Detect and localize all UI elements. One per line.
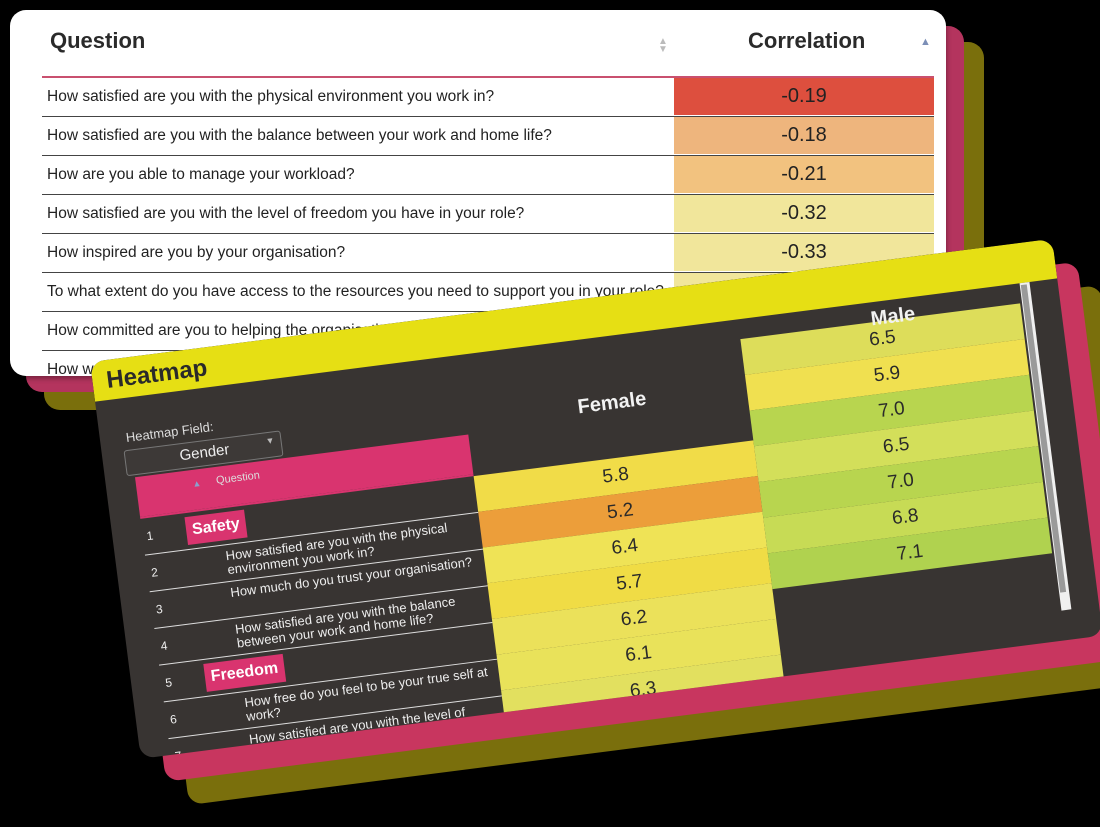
table-row[interactable]: How are you able to manage your workload… (42, 156, 934, 195)
header-divider (42, 76, 934, 78)
row-number: 5 (164, 675, 173, 690)
sort-ascending-icon[interactable]: ▲ (920, 36, 931, 48)
row-number: 6 (169, 711, 178, 727)
chevron-down-icon: ▼ (264, 435, 276, 447)
sort-ascending-icon[interactable]: ▲ (191, 477, 202, 489)
row-number: 4 (159, 638, 169, 654)
correlation-column-header[interactable]: Correlation (748, 28, 866, 53)
row-number: 2 (150, 565, 159, 580)
question-text: How satisfied are you with the balance b… (47, 127, 552, 144)
row-number: 3 (155, 601, 164, 617)
heatmap-grid: 5.8 5.2 6.4 5.7 6.2 6.1 6.3 6.5 5.9 7.0 6.5 7.0 6.8 7… (461, 303, 1062, 727)
table-row[interactable]: How inspired are you by your organisatio… (42, 234, 934, 273)
category-label: Freedom (203, 653, 286, 692)
question-text: To what extent do you have access to the… (47, 283, 664, 300)
question-text: How inspired are you by your organisatio… (47, 244, 346, 261)
table-row[interactable]: How satisfied are you with the balance b… (42, 117, 934, 156)
correlation-value-cell: -0.18 (674, 117, 934, 154)
correlation-value-cell: -0.19 (674, 78, 934, 115)
question-text: How are you able to manage your workload… (47, 166, 355, 183)
heatmap-field-value: Gender (178, 441, 231, 465)
correlation-value-cell: -0.32 (674, 195, 934, 232)
row-number: 1 (145, 528, 155, 544)
question-column-header[interactable]: Question (50, 28, 146, 53)
table-row[interactable]: How satisfied are you with the physical … (42, 78, 934, 117)
correlation-value-cell: -0.21 (674, 156, 934, 193)
question-text: How satisfied are you with the level of … (47, 205, 525, 222)
heatmap-title: Heatmap (104, 354, 209, 394)
correlation-table-header: Question ▲ ▼ Correlation ▲ (42, 10, 934, 76)
heatmap-question-rows: 1 Safety 2 How satisfied are you with the p… (140, 476, 507, 759)
category-label: Safety (184, 509, 248, 546)
question-text: How satisfied are you with the physical … (47, 88, 495, 105)
sort-question-icon[interactable]: ▲ ▼ (658, 36, 668, 55)
table-row[interactable]: How satisfied are you with the level of … (42, 195, 934, 234)
